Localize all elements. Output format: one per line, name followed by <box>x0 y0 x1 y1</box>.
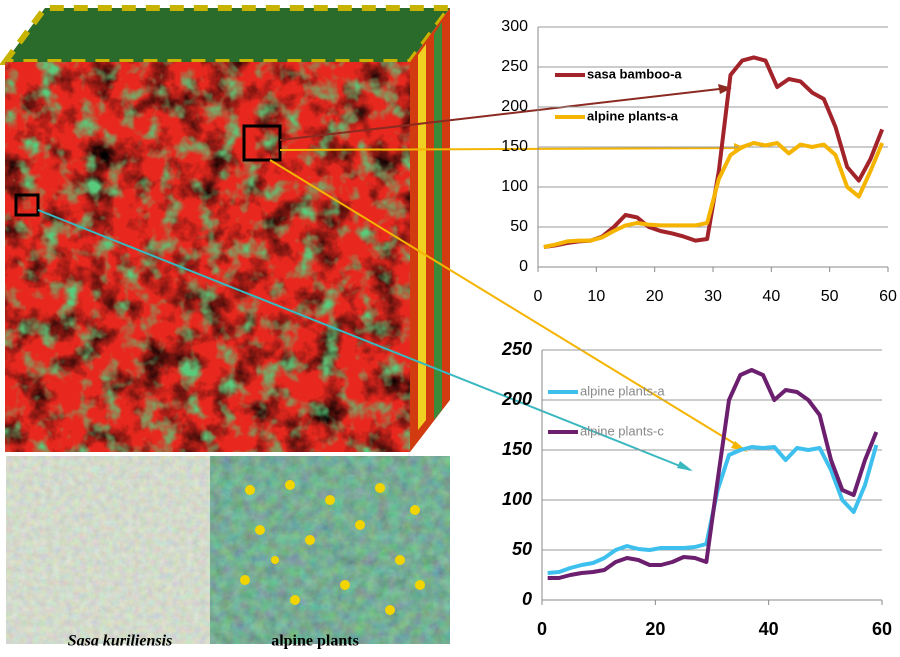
y-tick-label: 150 <box>502 439 532 459</box>
x-tick-label: 20 <box>646 288 664 305</box>
y-tick-label: 200 <box>501 389 532 409</box>
x-tick-label: 30 <box>704 288 722 305</box>
y-tick-label: 0 <box>522 589 532 609</box>
x-tick-label: 40 <box>762 288 780 305</box>
x-tick-label: 10 <box>587 288 605 305</box>
legend-label: sasa bamboo-a <box>587 66 682 81</box>
legend-label: alpine plants-a <box>580 383 665 398</box>
alpine-photo <box>230 472 430 628</box>
legend-label: alpine plants-a <box>587 108 679 123</box>
x-tick-label: 50 <box>821 288 839 305</box>
y-tick-label: 200 <box>501 98 528 115</box>
y-tick-label: 250 <box>501 339 532 359</box>
figure: Sasa kuriliensis alpine plants 050100150… <box>0 0 900 652</box>
x-tick-label: 0 <box>537 619 547 639</box>
y-tick-label: 150 <box>501 138 528 155</box>
y-tick-label: 100 <box>502 489 532 509</box>
x-tick-label: 60 <box>879 288 897 305</box>
y-tick-label: 300 <box>501 18 528 35</box>
caption: alpine plants <box>271 633 359 650</box>
x-tick-label: 40 <box>759 619 779 639</box>
caption: Sasa kuriliensis <box>68 633 172 650</box>
series-line <box>544 143 882 247</box>
y-tick-label: 250 <box>501 58 528 75</box>
series-line <box>548 370 877 578</box>
y-tick-label: 0 <box>519 258 528 275</box>
x-tick-label: 20 <box>645 619 665 639</box>
x-tick-label: 0 <box>534 288 543 305</box>
sasa-photo <box>25 472 215 628</box>
y-tick-label: 50 <box>512 539 532 559</box>
legend-label: alpine plants-c <box>580 423 664 438</box>
y-tick-label: 50 <box>510 218 528 235</box>
x-tick-label: 60 <box>872 619 892 639</box>
y-tick-label: 100 <box>501 178 528 195</box>
